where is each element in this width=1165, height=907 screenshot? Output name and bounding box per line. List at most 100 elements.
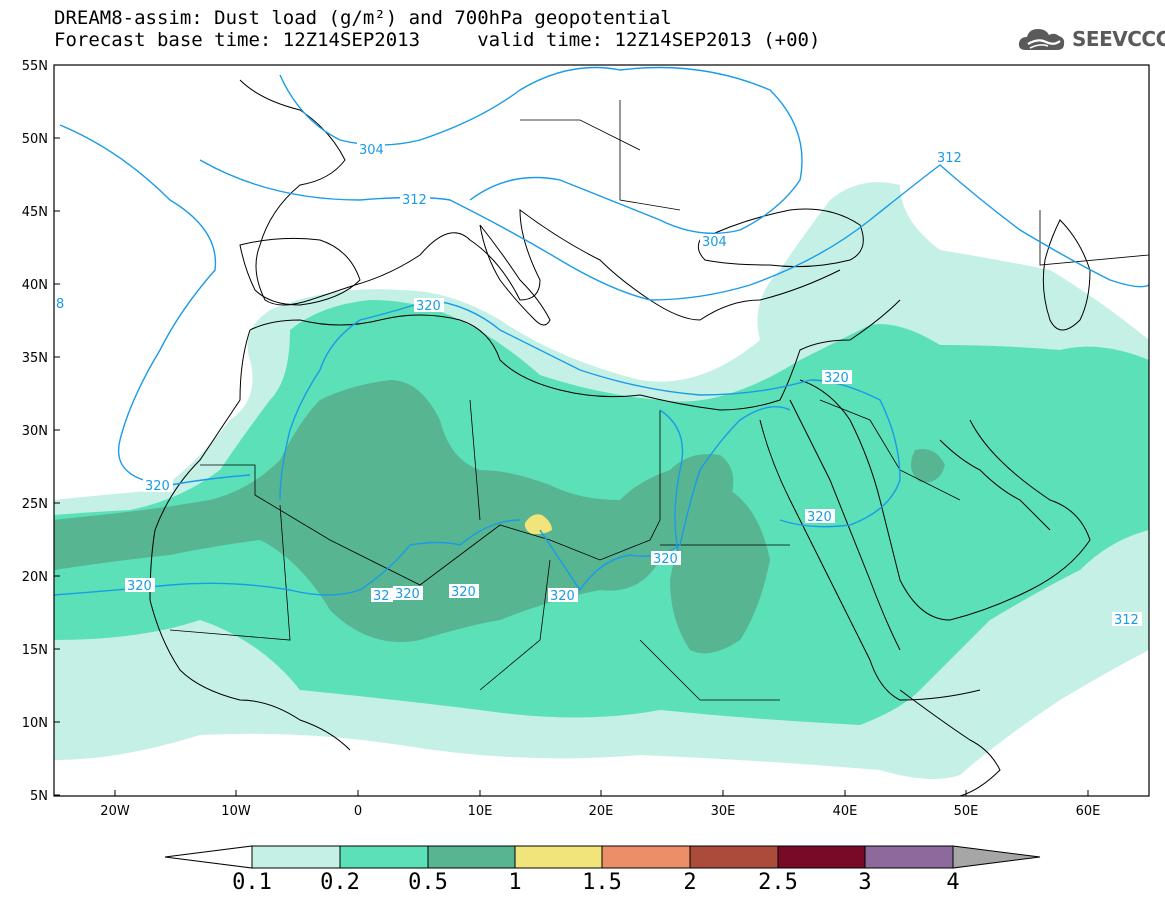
lat-label: 15N bbox=[22, 643, 48, 658]
axis-ticks bbox=[54, 64, 1089, 796]
lon-label: 30E bbox=[711, 804, 736, 819]
contour-label: 312 bbox=[1114, 613, 1139, 628]
colorbar-swatch bbox=[339, 845, 429, 869]
coast-red-sea-west bbox=[759, 419, 981, 701]
lon-label: 20E bbox=[589, 804, 614, 819]
lon-label: 40E bbox=[833, 804, 858, 819]
lat-label: 40N bbox=[22, 278, 48, 293]
lat-label: 50N bbox=[22, 132, 48, 147]
colorbar-label: 0.2 bbox=[320, 870, 360, 895]
country-borders bbox=[169, 100, 1149, 701]
dust-band-0.5-central bbox=[480, 486, 630, 570]
coastlines bbox=[149, 79, 1091, 796]
border-segment bbox=[1039, 210, 1149, 266]
contour-320-main bbox=[359, 299, 901, 528]
latitude-labels: 55N 50N 45N 40N 35N 30N 25N 20N 15N 10N … bbox=[22, 59, 48, 804]
border-segment bbox=[169, 504, 291, 641]
contour-320-sahara bbox=[54, 519, 521, 596]
contour-label: 304 bbox=[702, 235, 727, 250]
lat-label: 10N bbox=[22, 716, 48, 731]
colorbar-label: 0.5 bbox=[408, 870, 448, 895]
colorbar-high-end bbox=[952, 845, 1041, 869]
colorbar-swatch bbox=[601, 845, 691, 869]
lon-label: 10E bbox=[468, 804, 493, 819]
coast-black-sea bbox=[697, 208, 864, 268]
dust-band-0.5-west bbox=[54, 380, 734, 642]
contour-320-arabia bbox=[659, 409, 684, 561]
colorbar-swatch bbox=[689, 845, 779, 869]
contour-label: 304 bbox=[359, 143, 384, 158]
lat-label: 45N bbox=[22, 205, 48, 220]
dust-band-0.5-arabia bbox=[911, 449, 945, 483]
coast-iberia bbox=[239, 237, 361, 306]
map-title: DREAM8-assim: Dust load (g/m²) and 700hP… bbox=[54, 7, 672, 29]
cloud-icon bbox=[1018, 29, 1065, 50]
contour-label: 312 bbox=[937, 151, 962, 166]
coast-arabia bbox=[799, 379, 1091, 621]
coast-north-africa bbox=[249, 299, 901, 411]
border-segment bbox=[619, 100, 681, 211]
contour-label: 320 bbox=[145, 479, 170, 494]
contour-label: 320 bbox=[451, 585, 476, 600]
lon-label: 20W bbox=[100, 804, 130, 819]
contour-label: 320 bbox=[416, 299, 441, 314]
colorbar-swatch bbox=[251, 845, 341, 869]
coast-west-africa bbox=[149, 329, 351, 751]
colorbar-label: 1 bbox=[508, 870, 522, 895]
colorbar-swatch bbox=[514, 845, 603, 869]
border-segment bbox=[520, 119, 641, 151]
contour-label: 320 bbox=[807, 510, 832, 525]
border-segment bbox=[639, 639, 780, 701]
border-segment bbox=[819, 399, 961, 501]
coast-europe-west bbox=[239, 79, 356, 306]
dust-band-0.5-east bbox=[670, 490, 770, 654]
lon-label: 0 bbox=[354, 804, 362, 819]
map-content: 304 312 304 312 320 320 320 320 320 320 … bbox=[54, 66, 1149, 796]
lon-label: 10W bbox=[221, 804, 251, 819]
border-segment bbox=[200, 410, 661, 586]
longitude-labels: 20W 10W 0 10E 20E 30E 40E 50E 60E bbox=[100, 804, 1100, 819]
contour-label: 312 bbox=[402, 193, 427, 208]
contour-label: 320 bbox=[824, 371, 849, 386]
contour-label: 320 bbox=[653, 552, 678, 567]
coast-horn-africa bbox=[899, 689, 1001, 796]
colorbar-label: 3 bbox=[858, 870, 872, 895]
coast-mediterranean-north bbox=[354, 208, 841, 321]
border-segment bbox=[479, 559, 551, 691]
colorbar-label: 2 bbox=[683, 870, 697, 895]
contour-304-north bbox=[279, 66, 803, 234]
colorbar-label: 4 bbox=[946, 870, 960, 895]
coast-persian-gulf bbox=[939, 439, 1051, 531]
dust-band-1-hotspot bbox=[524, 514, 552, 535]
logo-text: SEEVCCC bbox=[1072, 27, 1165, 51]
colorbar-swatch bbox=[864, 845, 954, 869]
forecast-time-line: Forecast base time: 12Z14SEP2013 valid t… bbox=[54, 29, 821, 51]
coast-italy bbox=[479, 224, 551, 326]
contour-label: 32 bbox=[373, 589, 390, 604]
contour-labels: 304 312 304 312 320 320 320 320 320 320 … bbox=[56, 142, 1142, 628]
colorbar-label: 0.1 bbox=[232, 870, 272, 895]
contour-320-east bbox=[539, 406, 791, 592]
lat-label: 55N bbox=[22, 59, 48, 74]
lat-label: 35N bbox=[22, 351, 48, 366]
lat-label: 30N bbox=[22, 424, 48, 439]
lon-label: 60E bbox=[1076, 804, 1101, 819]
colorbar-label: 2.5 bbox=[758, 870, 798, 895]
lat-label: 20N bbox=[22, 570, 48, 585]
colorbar-swatch bbox=[777, 845, 866, 869]
seevccc-logo: SEEVCCC bbox=[1016, 22, 1165, 56]
colorbar bbox=[164, 845, 1041, 869]
lat-label: 25N bbox=[22, 497, 48, 512]
colorbar-low-end bbox=[164, 845, 253, 869]
contour-label: 320 bbox=[395, 587, 420, 602]
contour-label: 320 bbox=[550, 589, 575, 604]
colorbar-label: 1.5 bbox=[582, 870, 622, 895]
contour-label: 320 bbox=[127, 579, 152, 594]
lon-label: 50E bbox=[954, 804, 979, 819]
colorbar-swatch bbox=[427, 845, 516, 869]
lat-label: 5N bbox=[30, 789, 48, 804]
border-segment bbox=[469, 399, 481, 521]
contour-320-inner bbox=[279, 319, 361, 501]
contour-label: 8 bbox=[56, 297, 64, 312]
